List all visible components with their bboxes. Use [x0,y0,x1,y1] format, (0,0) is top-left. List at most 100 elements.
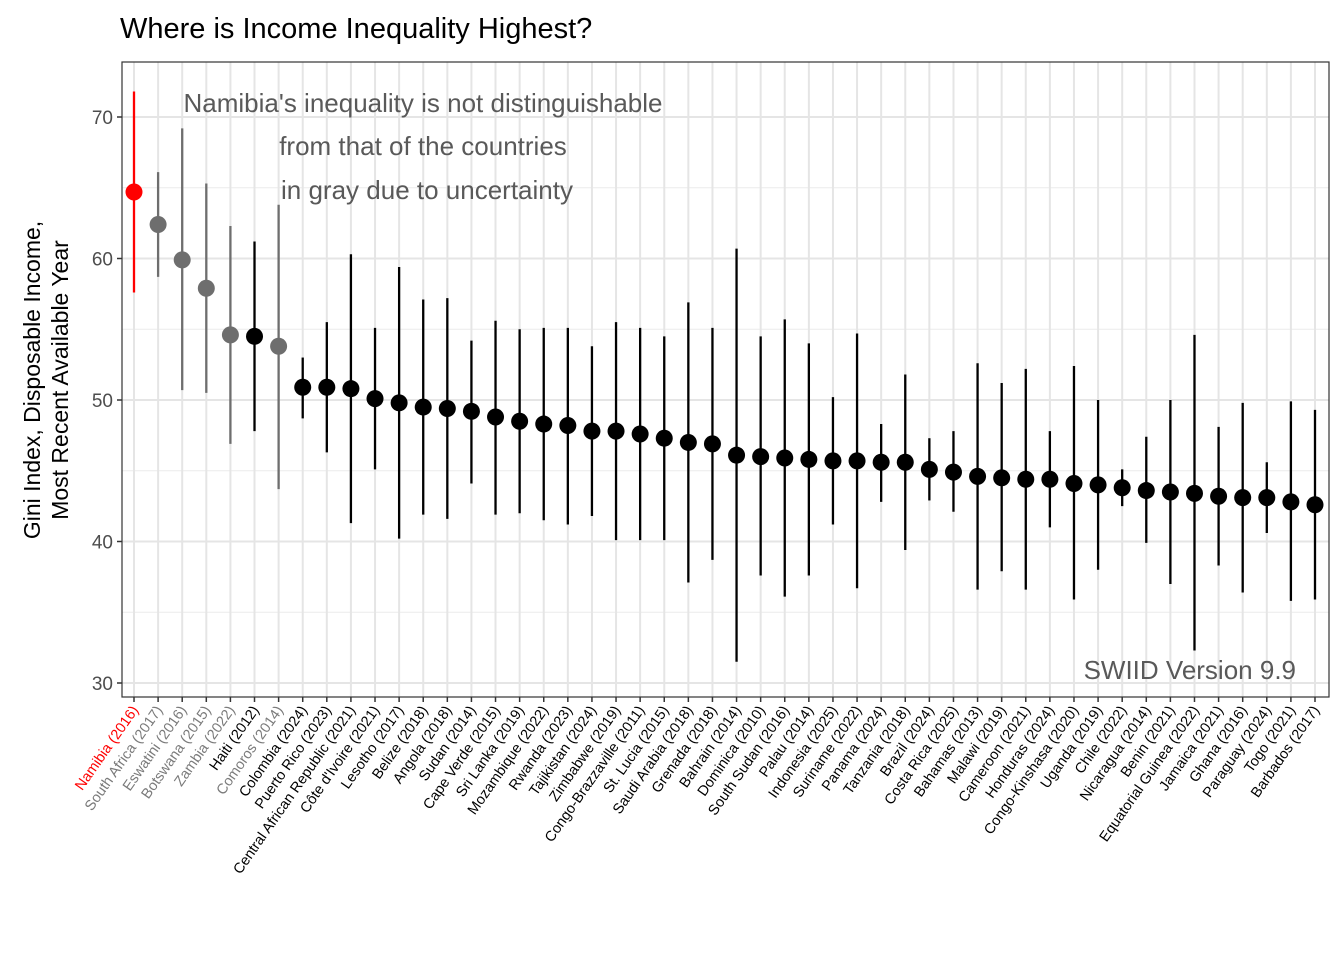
data-point [896,453,914,471]
data-point [270,337,288,355]
point-range [1210,426,1228,566]
data-point [535,415,553,433]
data-point [969,467,987,485]
point-range [125,91,143,293]
point-range [752,336,770,576]
data-point [1234,489,1252,507]
point-range [294,357,312,419]
plot-panel [122,62,1329,697]
point-range [920,438,938,501]
point-range [462,340,480,484]
point-range [1234,402,1252,593]
y-tick-label: 60 [92,250,113,271]
data-point [655,429,673,447]
data-point [414,398,432,416]
point-range [366,327,384,470]
plot-border [121,61,1330,698]
point-range [270,204,288,490]
data-point [1161,483,1179,501]
point-range [1306,409,1324,600]
data-point [607,422,625,440]
point-range [1089,400,1107,570]
data-point [920,460,938,478]
point-range [776,319,794,597]
data-point [1137,482,1155,500]
x-axis: Namibia (2016)South Africa (2017)Eswatin… [72,697,1323,877]
y-axis-title-line-2: Most Recent Available Year [47,240,73,520]
chart-title: Where is Income Inequality Highest? [120,13,592,45]
data-point [1258,489,1276,507]
data-point [366,390,384,408]
y-axis: 30 40 50 60 70 [92,108,122,695]
data-point [1017,470,1035,488]
data-point [197,279,215,297]
point-range [848,333,866,589]
data-marks [125,91,1324,662]
point-range [993,383,1011,572]
data-point [511,412,529,430]
point-range [197,183,215,393]
point-range [1113,469,1131,507]
point-range [438,298,456,519]
y-axis-title: Gini Index, Disposable Income, Most Rece… [19,221,73,539]
data-point [993,469,1011,487]
data-point [800,450,818,468]
point-range [607,322,625,541]
data-point [342,380,360,398]
data-point [246,327,264,345]
point-range [1041,431,1059,528]
data-point [318,378,336,396]
point-range [535,327,553,521]
point-range [1065,366,1083,600]
data-point [583,422,601,440]
annotation: Namibia's inequality is not distinguisha… [183,88,662,205]
point-range [1258,462,1276,534]
point-range [1282,401,1300,601]
y-tick-label: 50 [92,391,113,412]
data-point [1089,476,1107,494]
point-range [583,346,601,517]
data-point [776,449,794,467]
point-range [511,329,529,514]
point-range [149,172,167,277]
data-point [487,408,505,426]
point-range [221,225,239,444]
data-point [294,378,312,396]
data-point [728,446,746,464]
point-range [655,336,673,541]
data-point [752,448,770,466]
point-range [246,241,264,432]
point-range [703,327,721,560]
point-range [414,299,432,515]
annotation-line-2: from that of the countries [279,131,567,161]
point-range [896,374,914,550]
data-point [703,435,721,453]
point-range [342,254,360,524]
point-range [631,327,649,541]
credit-label: SWIID Version 9.9 [1084,655,1296,685]
data-point [679,433,697,451]
data-point [1306,496,1324,514]
y-tick-label: 40 [92,533,113,554]
point-range [872,424,890,502]
y-tick-label: 70 [92,108,113,129]
point-range [1137,436,1155,543]
annotation-line-1: Namibia's inequality is not distinguisha… [183,88,662,118]
point-range [390,266,408,539]
data-point [848,452,866,470]
annotation-line-3: in gray due to uncertainty [281,175,573,205]
point-range [728,248,746,662]
data-point [149,216,167,234]
data-point [559,416,577,434]
point-range [824,397,842,525]
point-range [559,327,577,525]
data-point [1113,479,1131,497]
point-range [969,363,987,590]
data-point [390,394,408,412]
point-range [487,320,505,515]
data-point [125,183,143,201]
data-point [824,452,842,470]
point-range [1161,400,1179,584]
y-tick-label: 30 [92,674,113,695]
